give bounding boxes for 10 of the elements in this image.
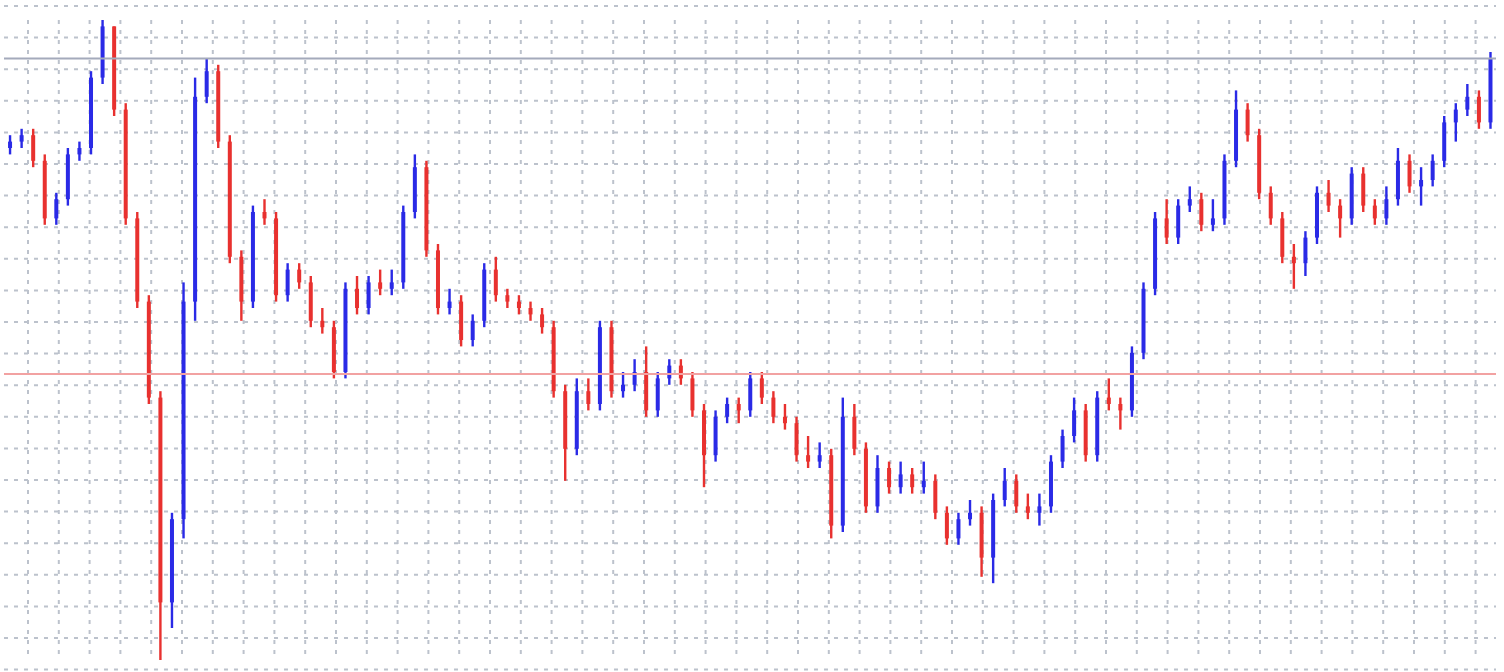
candlestick (320, 308, 325, 334)
candlestick (447, 288, 452, 315)
candlestick (1118, 397, 1123, 430)
candlestick (736, 397, 741, 424)
candlestick (262, 199, 267, 225)
candlestick (968, 500, 973, 526)
candlestick (702, 404, 706, 488)
candlestick (355, 276, 360, 315)
candlestick (1037, 493, 1042, 526)
candlestick (817, 442, 822, 468)
